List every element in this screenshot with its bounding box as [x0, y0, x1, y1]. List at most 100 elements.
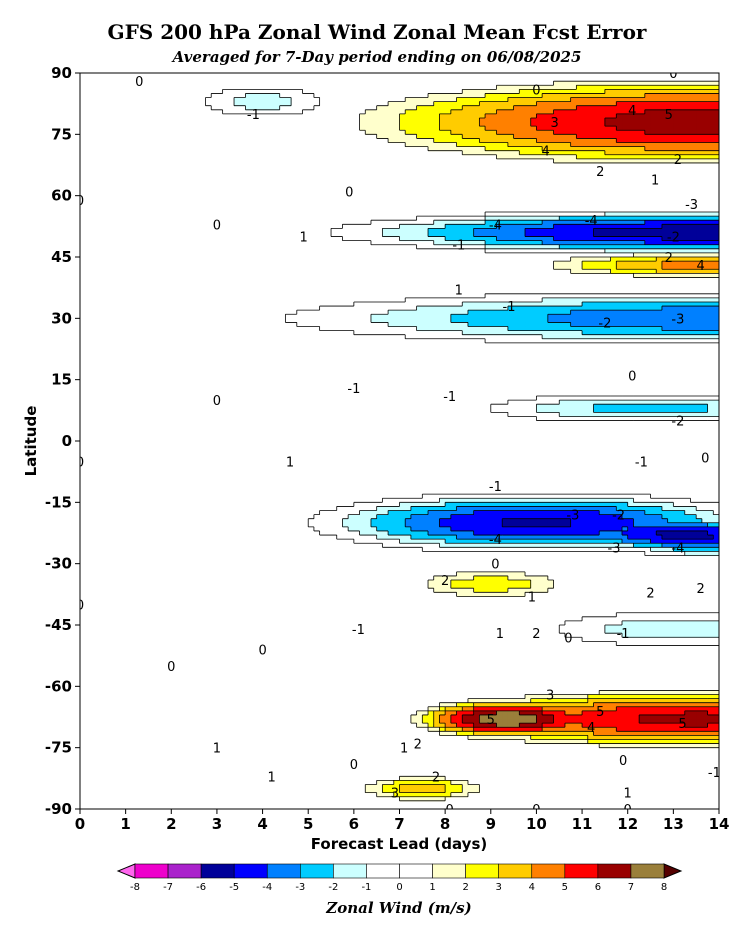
contour-fill-cell	[473, 105, 480, 111]
contour-fill-cell	[462, 142, 469, 148]
contour-fill-cell	[593, 739, 600, 745]
contour-fill-cell	[679, 535, 686, 540]
contour-fill-cell	[496, 710, 503, 716]
contour-fill-cell	[713, 81, 719, 86]
contour-fill-cell	[610, 138, 617, 144]
contour-fill-cell	[365, 526, 372, 532]
contour-fill-cell	[701, 134, 709, 140]
contour-fill-cell	[582, 146, 589, 152]
contour-fill-cell	[496, 580, 503, 585]
contour-fill-cell	[502, 228, 509, 234]
contour-fill-cell	[622, 326, 629, 332]
contour-fill-cell	[485, 584, 492, 589]
contour-fill-cell	[439, 719, 446, 724]
contour-fill-cell	[650, 706, 657, 712]
contour-fill-cell	[627, 236, 635, 242]
contour-fill-cell	[479, 220, 486, 225]
contour-fill-cell	[707, 625, 714, 630]
contour-fill-cell	[547, 93, 555, 99]
contour-fill-cell	[679, 126, 686, 131]
contour-fill-cell	[410, 122, 418, 127]
contour-fill-cell	[245, 101, 252, 107]
contour-fill-cell	[713, 236, 719, 242]
contour-fill-cell	[599, 522, 606, 528]
contour-fill-cell	[467, 330, 475, 336]
contour-fill-cell	[587, 314, 595, 319]
contour-fill-cell	[553, 297, 560, 303]
contour-label: 0	[624, 803, 632, 818]
contour-fill-cell	[650, 97, 657, 103]
contour-fill-cell	[661, 138, 669, 144]
contour-fill-cell	[433, 122, 441, 127]
contour-fill-cell	[564, 216, 572, 221]
contour-fill-cell	[467, 518, 475, 524]
contour-fill-cell	[553, 85, 560, 90]
contour-fill-cell	[507, 146, 515, 152]
contour-fill-cell	[490, 109, 498, 115]
contour-fill-cell	[701, 314, 709, 319]
contour-fill-cell	[673, 719, 680, 724]
contour-fill-cell	[604, 698, 612, 704]
contour-fill-cell	[604, 138, 612, 144]
contour-fill-cell	[485, 580, 492, 585]
contour-fill-cell	[525, 698, 532, 704]
contour-fill-cell	[673, 633, 680, 638]
contour-fill-cell	[410, 138, 418, 144]
contour-fill-cell	[701, 694, 709, 700]
contour-fill-cell	[490, 506, 498, 512]
contour-fill-cell	[639, 400, 646, 405]
contour-fill-cell	[445, 105, 452, 111]
contour-fill-cell	[633, 739, 640, 745]
contour-fill-cell	[405, 322, 412, 328]
contour-fill-cell	[553, 698, 560, 704]
contour-fill-cell	[485, 506, 492, 512]
contour-fill-cell	[559, 535, 566, 540]
contour-fill-cell	[542, 694, 549, 700]
contour-fill-cell	[490, 580, 498, 585]
contour-fill-cell	[599, 539, 606, 544]
contour-label: 3	[546, 689, 554, 704]
contour-fill-cell	[433, 514, 441, 520]
contour-fill-cell	[433, 126, 441, 131]
contour-fill-cell	[627, 535, 635, 540]
contour-fill-cell	[684, 412, 692, 418]
contour-fill-cell	[502, 97, 509, 103]
contour-fill-cell	[519, 506, 526, 512]
contour-fill-cell	[593, 150, 600, 156]
contour-fill-cell	[422, 780, 429, 786]
contour-fill-cell	[507, 710, 515, 716]
contour-fill-cell	[496, 571, 503, 577]
x-axis-label: Forecast Lead (days)	[311, 835, 487, 853]
contour-fill-cell	[547, 714, 555, 720]
contour-fill-cell	[507, 723, 515, 728]
contour-fill-cell	[496, 731, 503, 736]
contour-fill-cell	[370, 518, 378, 524]
contour-fill-cell	[536, 232, 543, 238]
contour-fill-cell	[604, 224, 612, 229]
contour-fill-cell	[673, 412, 680, 418]
contour-fill-cell	[707, 510, 714, 516]
contour-fill-cell	[422, 526, 429, 532]
contour-fill-cell	[713, 633, 719, 638]
contour-fill-cell	[428, 146, 435, 152]
contour-fill-cell	[525, 727, 532, 732]
contour-fill-cell	[536, 710, 543, 716]
contour-fill-cell	[513, 522, 520, 528]
contour-fill-cell	[582, 257, 589, 262]
contour-fill-cell	[582, 154, 589, 160]
contour-fill-cell	[513, 240, 520, 246]
contour-fill-cell	[610, 105, 617, 111]
contour-fill-cell	[467, 502, 475, 508]
contour-fill-cell	[582, 698, 589, 704]
contour-fill-cell	[570, 146, 577, 152]
contour-fill-cell	[593, 138, 600, 144]
contour-fill-cell	[696, 122, 703, 127]
contour-fill-cell	[622, 130, 629, 135]
contour-fill-cell	[661, 109, 669, 115]
contour-fill-cell	[542, 101, 549, 107]
contour-fill-cell	[428, 318, 435, 324]
contour-fill-cell	[707, 694, 714, 700]
contour-fill-cell	[428, 310, 435, 315]
contour-fill-cell	[599, 126, 606, 131]
contour-fill-cell	[610, 629, 617, 634]
